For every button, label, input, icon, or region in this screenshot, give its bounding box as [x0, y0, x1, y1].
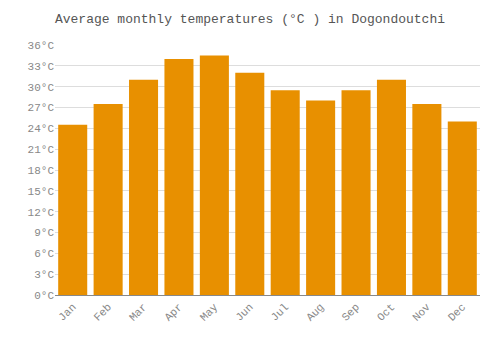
svg-text:Apr: Apr [162, 301, 184, 323]
svg-text:Average monthly temperatures (: Average monthly temperatures (°C ) in Do… [55, 12, 445, 27]
svg-text:6°C: 6°C [34, 248, 54, 260]
svg-text:15°C: 15°C [28, 186, 55, 198]
svg-text:33°C: 33°C [28, 61, 55, 73]
svg-text:Mar: Mar [127, 301, 149, 323]
svg-text:Jan: Jan [56, 301, 78, 323]
svg-text:21°C: 21°C [28, 144, 55, 156]
svg-text:24°C: 24°C [28, 123, 55, 135]
svg-text:Nov: Nov [410, 301, 433, 324]
svg-text:36°C: 36°C [28, 40, 55, 52]
svg-text:0°C: 0°C [34, 290, 54, 302]
svg-text:Jul: Jul [269, 301, 291, 323]
svg-text:Feb: Feb [92, 301, 114, 323]
svg-text:18°C: 18°C [28, 165, 55, 177]
svg-text:12°C: 12°C [28, 207, 55, 219]
svg-text:9°C: 9°C [34, 227, 54, 239]
svg-text:Jun: Jun [233, 301, 255, 323]
svg-text:27°C: 27°C [28, 102, 55, 114]
svg-text:Dec: Dec [446, 301, 468, 323]
svg-text:3°C: 3°C [34, 269, 54, 281]
svg-text:Aug: Aug [304, 301, 326, 323]
svg-text:30°C: 30°C [28, 82, 55, 94]
svg-text:Sep: Sep [340, 301, 362, 323]
svg-text:Oct: Oct [375, 301, 397, 323]
svg-text:May: May [198, 301, 221, 324]
